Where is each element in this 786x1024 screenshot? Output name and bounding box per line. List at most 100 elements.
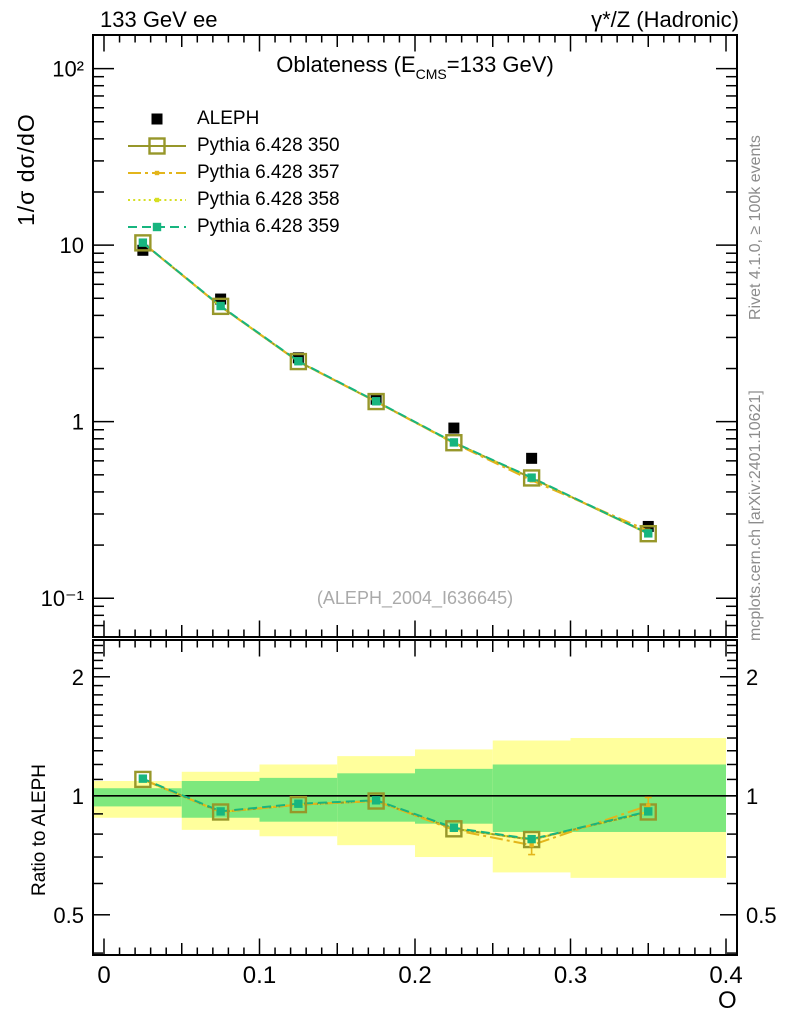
data-point-marker	[151, 113, 163, 124]
legend-marker-pythia-350-icon	[128, 136, 186, 155]
legend-label: Pythia 6.428 359	[197, 215, 340, 237]
legend-item-pythia-359: Pythia 6.428 359	[126, 215, 340, 238]
data-point-marker	[294, 357, 303, 366]
plot-title-prefix: Oblateness (E	[276, 52, 416, 77]
ratio-y-ticks: 2 2 1 1 0.5 0.5	[53, 644, 777, 954]
data-point-marker	[527, 473, 536, 482]
data-point-marker	[371, 397, 381, 406]
main-y-tick-label: 10	[60, 233, 84, 258]
legend-item-pythia-358: Pythia 6.428 358	[126, 188, 340, 211]
legend-marker-pythia-359-icon	[128, 222, 186, 231]
legend-item-pythia-357: Pythia 6.428 357	[126, 161, 340, 184]
aleph-data-points	[137, 244, 654, 532]
data-point-marker	[449, 823, 459, 832]
series-line-pythia-6.428-350	[142, 242, 649, 535]
data-point-marker	[154, 170, 160, 175]
data-point-marker	[448, 422, 460, 434]
data-point-marker	[216, 807, 225, 816]
legend-marker	[148, 136, 166, 155]
data-point-marker	[529, 842, 534, 848]
main-frame	[92, 34, 738, 638]
data-point-marker	[289, 795, 308, 814]
analysis-id-watermark: (ALEPH_2004_I636645)	[316, 588, 514, 608]
x-tick-label: 0.3	[554, 962, 587, 989]
ratio-y-tick-label: 1	[746, 784, 758, 809]
ratio-y-axis-title: Ratio to ALEPH	[29, 763, 50, 896]
legend-item-pythia-350: Pythia 6.428 350	[126, 134, 340, 157]
side-note-mcplots: mcplots.cern.ch [arXiv:2401.10621]	[747, 390, 764, 641]
data-point-marker	[445, 820, 463, 838]
legend-marker	[151, 113, 163, 124]
mc-series-markers	[134, 234, 657, 543]
x-tick-label: 0	[97, 962, 110, 989]
ratio-band-green	[492, 764, 571, 832]
data-point-marker	[289, 352, 308, 371]
data-point-marker	[639, 524, 657, 543]
ratio-y-tick-label: 2	[72, 665, 84, 690]
legend-item-aleph: ALEPH	[126, 107, 340, 130]
legend-label: Pythia 6.428 350	[197, 134, 340, 156]
data-point-marker	[138, 238, 148, 247]
x-tick-labels: 0 0.1 0.2 0.3 0.4	[97, 962, 742, 989]
series-line-pythia-6.428-359	[142, 241, 649, 535]
data-point-marker	[152, 222, 162, 231]
data-point-marker	[134, 234, 152, 252]
ratio-y-tick-label: 1	[72, 784, 84, 809]
ratio-y-tick-label: 2	[746, 665, 758, 690]
data-point-marker	[371, 796, 381, 805]
ratio-frame	[92, 639, 738, 956]
data-point-marker	[367, 392, 385, 411]
mc-series-lines	[142, 241, 649, 535]
data-point-marker	[526, 452, 538, 464]
data-point-marker	[138, 774, 148, 783]
data-point-marker	[522, 469, 541, 487]
plot-title-subscript: CMS	[415, 66, 447, 82]
x-axis-title: O	[718, 987, 737, 1014]
data-point-marker	[527, 834, 536, 844]
x-tick-label: 0.2	[398, 962, 431, 989]
legend-marker	[154, 170, 160, 175]
header-beam-energy: 133 GeV ee	[100, 7, 218, 32]
ratio-band-green	[93, 788, 182, 807]
x-tick-label: 0.4	[709, 962, 742, 989]
data-point-marker	[216, 301, 225, 311]
series-line-pythia-6.428-357	[142, 242, 649, 532]
data-point-marker	[644, 807, 653, 816]
data-point-marker	[367, 792, 385, 810]
ratio-series-markers	[134, 770, 657, 849]
x-tick-label: 0.1	[243, 962, 276, 989]
legend-marker-aleph-icon	[151, 113, 163, 124]
main-y-ticks: 10² 10 1 10⁻¹	[41, 57, 736, 627]
main-y-tick-label: 10⁻¹	[41, 586, 84, 611]
main-y-axis-title: 1/σ dσ/dO	[13, 113, 39, 226]
data-point-marker	[294, 799, 303, 808]
data-point-marker	[211, 297, 230, 316]
data-point-marker	[644, 529, 653, 538]
side-note-rivet: Rivet 4.1.0, ≥ 100k events	[747, 135, 764, 320]
legend-marker-pythia-358-icon	[128, 197, 186, 202]
ratio-y-tick-label: 0.5	[746, 903, 777, 928]
data-point-marker	[449, 438, 459, 447]
data-point-marker	[646, 803, 651, 808]
header-process: γ*/Z (Hadronic)	[591, 7, 739, 32]
x-ticks	[103, 36, 727, 954]
main-y-tick-label: 1	[72, 410, 84, 435]
data-point-marker	[154, 197, 160, 202]
legend-label: ALEPH	[197, 107, 260, 129]
series-line-pythia-6.428-358	[142, 242, 649, 535]
legend-label: Pythia 6.428 358	[197, 188, 340, 210]
data-point-marker	[211, 803, 230, 821]
main-y-tick-label: 10²	[52, 57, 84, 82]
legend-marker-pythia-357-icon	[128, 170, 186, 175]
legend-label: Pythia 6.428 357	[197, 161, 340, 183]
ratio-bands	[93, 738, 727, 878]
data-point-marker	[148, 136, 166, 155]
data-point-marker	[445, 434, 463, 452]
plot-title-suffix: =133 GeV)	[446, 52, 554, 77]
panel-frames	[92, 34, 738, 956]
legend-marker	[154, 197, 160, 202]
legend-marker	[152, 222, 162, 231]
legend: ALEPH Pythia 6.428 350 Pythia 6.428 357 …	[126, 107, 340, 238]
